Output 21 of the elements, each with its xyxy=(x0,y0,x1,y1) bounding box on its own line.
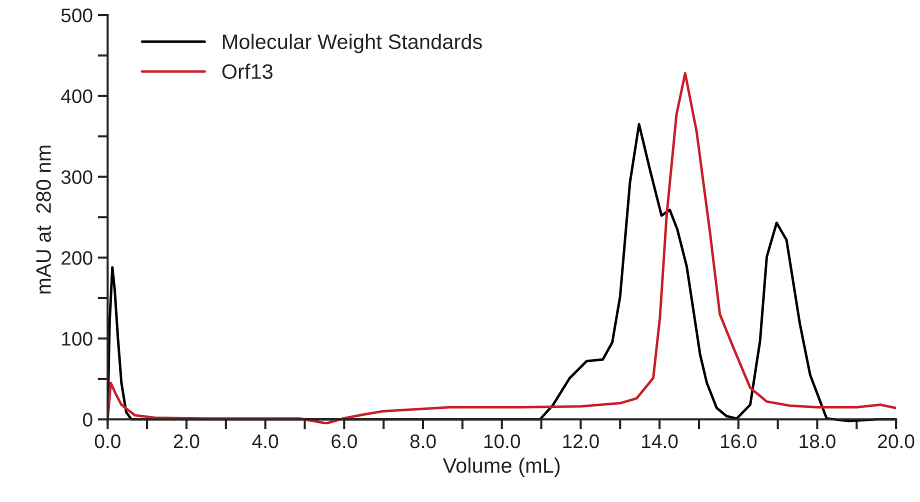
x-axis-title: Volume (mL) xyxy=(442,458,560,478)
y-tick-label: 300 xyxy=(61,170,92,184)
legend-label: Orf13 xyxy=(222,64,273,79)
y-tick-label: 200 xyxy=(62,251,92,265)
y-tick-label: 100 xyxy=(62,332,92,346)
y-axis-title: mAU at 280 nm xyxy=(36,146,51,294)
y-tick-label: 0 xyxy=(83,412,92,427)
x-tick-label: 10.0 xyxy=(484,434,520,448)
y-tick-label: 400 xyxy=(61,89,92,104)
x-tick-label: 6.0 xyxy=(332,434,357,448)
legend-label: Molecular Weight Standards xyxy=(223,34,482,54)
x-tick-label: 0.0 xyxy=(94,434,120,448)
x-tick-label: 20.0 xyxy=(878,434,914,448)
x-tick-label: 16.0 xyxy=(720,434,757,448)
x-tick-label: 4.0 xyxy=(252,434,278,448)
x-tick-label: 2.0 xyxy=(174,434,200,448)
x-tick-label: 12.0 xyxy=(563,434,599,448)
y-tick-label: 500 xyxy=(61,8,92,22)
x-tick-label: 14.0 xyxy=(642,434,678,448)
x-tick-label: 18.0 xyxy=(800,434,836,448)
x-tick-label: 8.0 xyxy=(410,434,436,448)
